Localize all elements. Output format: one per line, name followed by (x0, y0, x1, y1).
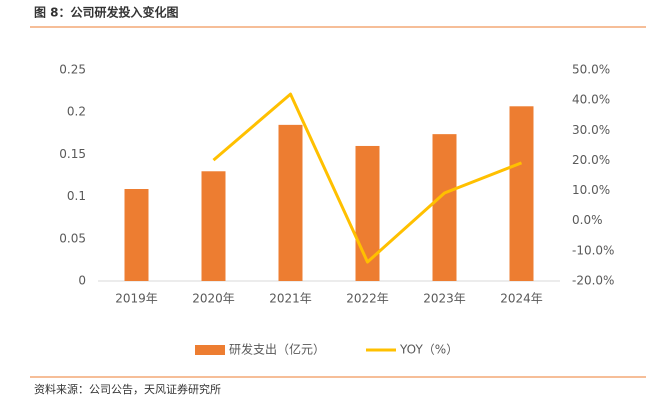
y2-tick-label: 0.0% (572, 213, 603, 227)
bar (201, 171, 226, 281)
y2-tick-label: 20.0% (572, 153, 610, 167)
x-tick-label: 2023年 (423, 292, 466, 306)
y2-tick-label: -10.0% (572, 243, 614, 257)
bar (124, 189, 149, 281)
x-tick-label: 2024年 (500, 292, 543, 306)
y2-tick-label: 50.0% (572, 63, 610, 77)
bar (432, 134, 457, 281)
x-tick-label: 2022年 (346, 292, 389, 306)
x-tick-label: 2020年 (192, 292, 235, 306)
y-tick-label: 0 (78, 274, 86, 288)
legend-swatch (195, 345, 225, 355)
y2-tick-label: 40.0% (572, 93, 610, 107)
legend-label: YOY（%） (399, 343, 458, 357)
y2-tick-label: 30.0% (572, 123, 610, 137)
source: 资料来源：公司公告，天风证券研究所 (34, 382, 221, 396)
legend-label: 研发支出（亿元） (229, 342, 325, 357)
y2-tick-label: 10.0% (572, 183, 610, 197)
chart-title: 图 8：公司研发投入变化图 (34, 5, 179, 20)
y-tick-label: 0.25 (59, 63, 86, 77)
y2-tick-label: -20.0% (572, 274, 614, 288)
line (212, 92, 523, 264)
bar (509, 106, 534, 282)
y-tick-label: 0.2 (67, 105, 86, 119)
y-tick-label: 0.05 (59, 231, 86, 245)
x-tick-label: 2021年 (269, 292, 312, 306)
bar (278, 124, 303, 281)
y-tick-label: 0.1 (67, 189, 86, 203)
x-tick-label: 2019年 (115, 292, 158, 306)
y-tick-label: 0.15 (59, 147, 86, 161)
